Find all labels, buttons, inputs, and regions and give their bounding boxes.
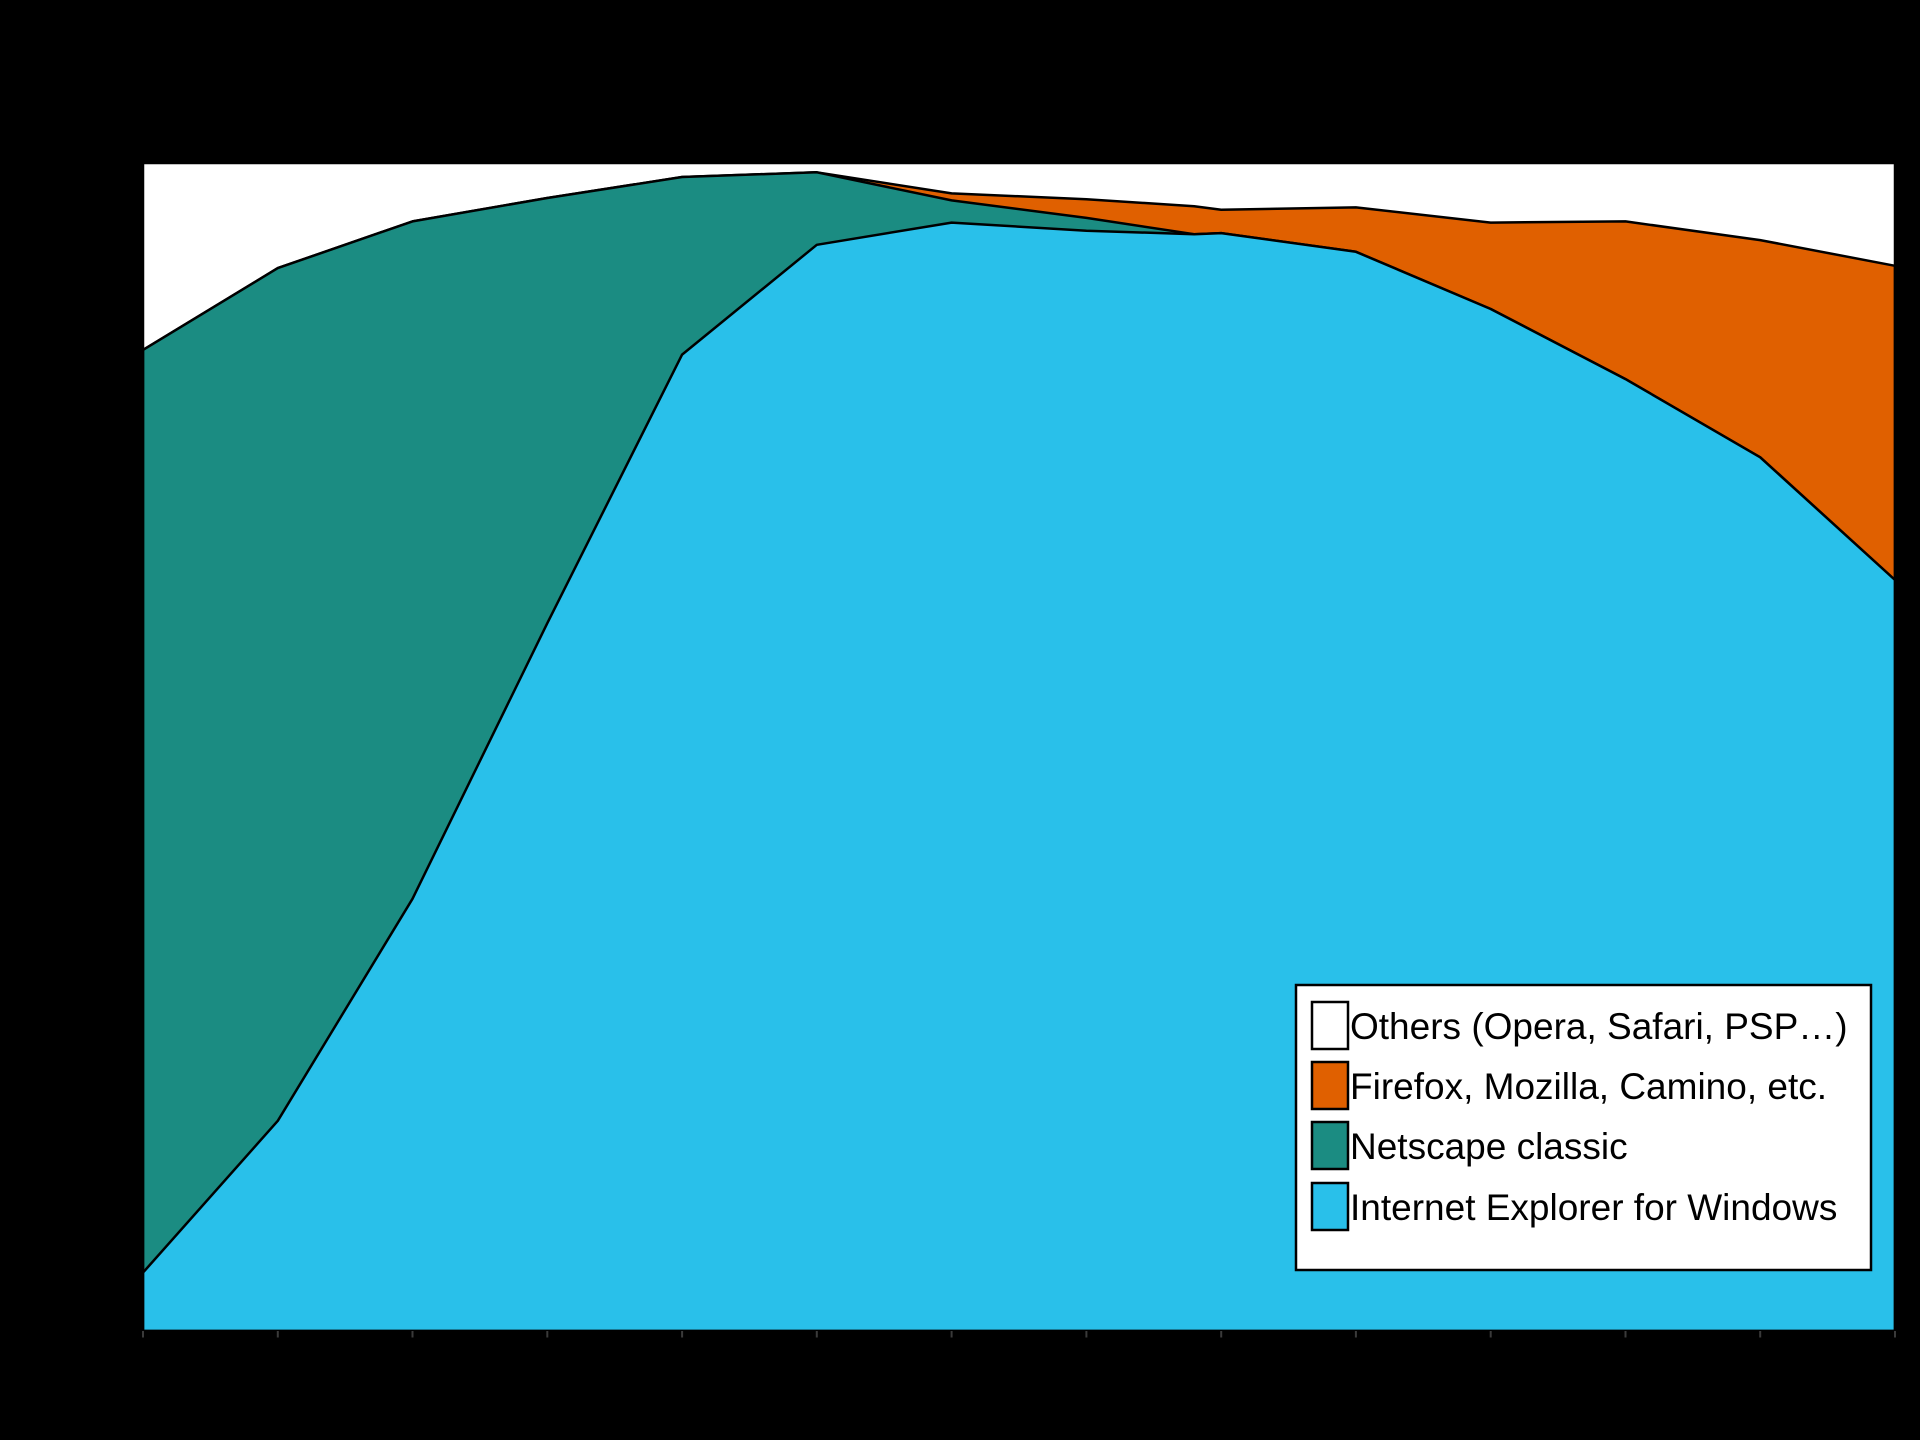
svg-text:Others (Opera, Safari, PSP…): Others (Opera, Safari, PSP…) — [1350, 1006, 1848, 1047]
svg-text:Firefox, Mozilla, Camino, etc.: Firefox, Mozilla, Camino, etc. — [1350, 1066, 1827, 1107]
svg-text:Internet Explorer for Windows: Internet Explorer for Windows — [1350, 1187, 1837, 1228]
svg-text:Netscape classic: Netscape classic — [1350, 1126, 1628, 1167]
